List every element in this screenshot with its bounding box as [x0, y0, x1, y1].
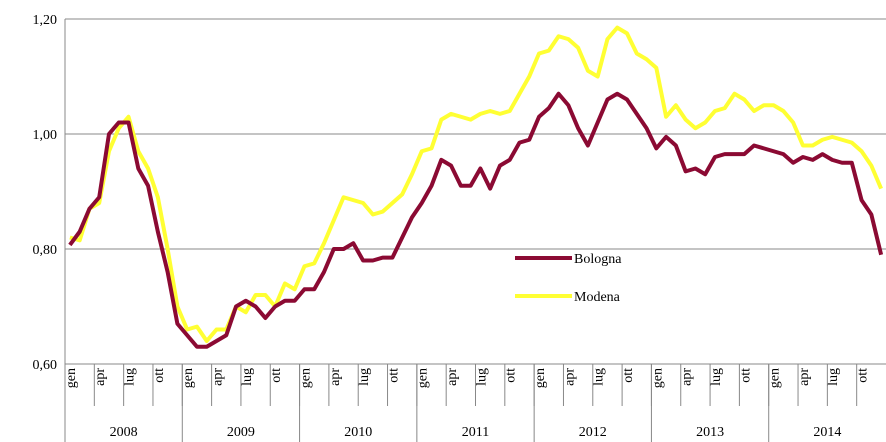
x-tick-label: gen	[298, 368, 313, 388]
x-tick-label: apr	[445, 368, 460, 386]
x-tick-label: lug	[592, 368, 607, 386]
y-tick-label: 0,60	[33, 358, 58, 373]
x-tick-label: ott	[621, 368, 636, 383]
year-label: 2008	[110, 425, 138, 440]
x-tick-label: gen	[416, 368, 431, 388]
year-label: 2014	[813, 425, 841, 440]
y-tick-label: 1,20	[33, 13, 58, 28]
x-tick-label: ott	[269, 368, 284, 383]
x-tick-label: ott	[152, 368, 167, 383]
x-tick-label: apr	[210, 368, 225, 386]
x-tick-label: apr	[562, 368, 577, 386]
x-tick-label: gen	[64, 368, 79, 388]
x-tick-label: lug	[240, 368, 255, 386]
x-tick-label: ott	[856, 368, 871, 383]
x-tick-label: ott	[504, 368, 519, 383]
x-tick-label: ott	[738, 368, 753, 383]
legend-label: Bologna	[574, 252, 622, 267]
x-tick-label: lug	[357, 368, 372, 386]
x-tick-label: apr	[328, 368, 343, 386]
year-label: 2010	[344, 425, 372, 440]
x-tick-label: gen	[768, 368, 783, 388]
y-tick-label: 1,00	[33, 128, 58, 143]
year-label: 2011	[462, 425, 489, 440]
year-label: 2012	[579, 425, 607, 440]
x-tick-label: lug	[826, 368, 841, 386]
series-line	[68, 91, 884, 349]
x-tick-label: apr	[93, 368, 108, 386]
year-label: 2013	[696, 425, 724, 440]
x-tick-label: apr	[797, 368, 812, 386]
x-tick-label: lug	[474, 368, 489, 386]
x-tick-label: lug	[709, 368, 724, 386]
year-label: 2009	[227, 425, 255, 440]
x-tick-label: gen	[650, 368, 665, 388]
legend-label: Modena	[574, 290, 621, 305]
x-tick-label: gen	[533, 368, 548, 388]
x-tick-label: ott	[386, 368, 401, 383]
x-tick-label: apr	[680, 368, 695, 386]
series-line	[69, 25, 883, 343]
y-tick-label: 0,80	[33, 243, 58, 258]
x-tick-label: gen	[181, 368, 196, 388]
x-tick-label: lug	[123, 368, 138, 386]
